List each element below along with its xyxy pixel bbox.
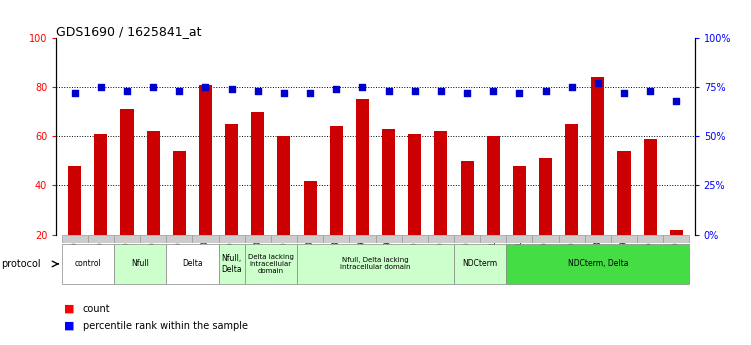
Bar [402,235,428,243]
Bar [428,235,454,243]
Bar [323,235,349,243]
Text: protocol: protocol [2,259,41,269]
Bar [252,112,264,235]
Point [252,88,264,94]
Bar [277,136,291,235]
Point [173,88,185,94]
Bar [532,235,559,243]
Point [435,88,447,94]
Bar [487,136,499,235]
Text: NDCterm: NDCterm [463,259,498,268]
Bar [166,244,219,284]
Bar [454,235,480,243]
Point [278,90,290,96]
Text: ■: ■ [64,321,74,331]
Text: Delta: Delta [182,259,203,268]
Text: ■: ■ [64,304,74,314]
Point [487,88,499,94]
Point [644,88,656,94]
Bar [506,235,532,243]
Bar [62,235,88,243]
Bar [611,235,637,243]
Bar [409,134,421,235]
Point [618,90,630,96]
Bar [663,235,689,243]
Text: Nfull: Nfull [131,259,149,268]
Point [121,88,133,94]
Bar [356,99,369,235]
Bar [585,235,611,243]
Bar [297,235,323,243]
Bar [140,235,166,243]
Bar [245,244,297,284]
Bar [146,131,160,235]
Bar [454,244,506,284]
Bar [434,131,448,235]
Bar [173,151,185,235]
Point [539,88,551,94]
Bar [460,161,474,235]
Bar [480,235,506,243]
Bar [166,235,192,243]
Point [225,86,237,92]
Point [95,85,107,90]
Bar [539,158,552,235]
Bar [376,235,402,243]
Point [409,88,421,94]
Bar [591,77,605,235]
Bar [114,244,166,284]
Point [382,88,394,94]
Bar [120,109,134,235]
Point [200,85,212,90]
Point [592,80,604,86]
Bar [637,235,663,243]
Bar [245,235,271,243]
Point [147,85,159,90]
Point [330,86,342,92]
Bar [566,124,578,235]
Bar [559,235,585,243]
Bar [62,244,114,284]
Text: GDS1690 / 1625841_at: GDS1690 / 1625841_at [56,25,202,38]
Bar [506,244,689,284]
Point [357,85,369,90]
Bar [271,235,297,243]
Bar [225,124,238,235]
Bar [199,85,212,235]
Bar [88,235,114,243]
Text: Nfull,
Delta: Nfull, Delta [222,254,242,274]
Text: NDCterm, Delta: NDCterm, Delta [568,259,628,268]
Text: Nfull, Delta lacking
intracellular domain: Nfull, Delta lacking intracellular domai… [340,257,411,270]
Bar [644,139,656,235]
Bar [114,235,140,243]
Bar [330,127,342,235]
Bar [192,235,219,243]
Text: Delta lacking
intracellular
domain: Delta lacking intracellular domain [248,254,294,274]
Text: control: control [74,259,101,268]
Point [514,90,526,96]
Bar [617,151,631,235]
Text: percentile rank within the sample: percentile rank within the sample [83,321,248,331]
Bar [68,166,81,235]
Bar [297,244,454,284]
Bar [513,166,526,235]
Point [461,90,473,96]
Bar [670,230,683,235]
Point [68,90,80,96]
Bar [382,129,395,235]
Bar [219,244,245,284]
Bar [349,235,376,243]
Point [304,90,316,96]
Point [671,98,683,104]
Bar [95,134,107,235]
Text: count: count [83,304,110,314]
Bar [219,235,245,243]
Point [566,85,578,90]
Bar [303,180,317,235]
